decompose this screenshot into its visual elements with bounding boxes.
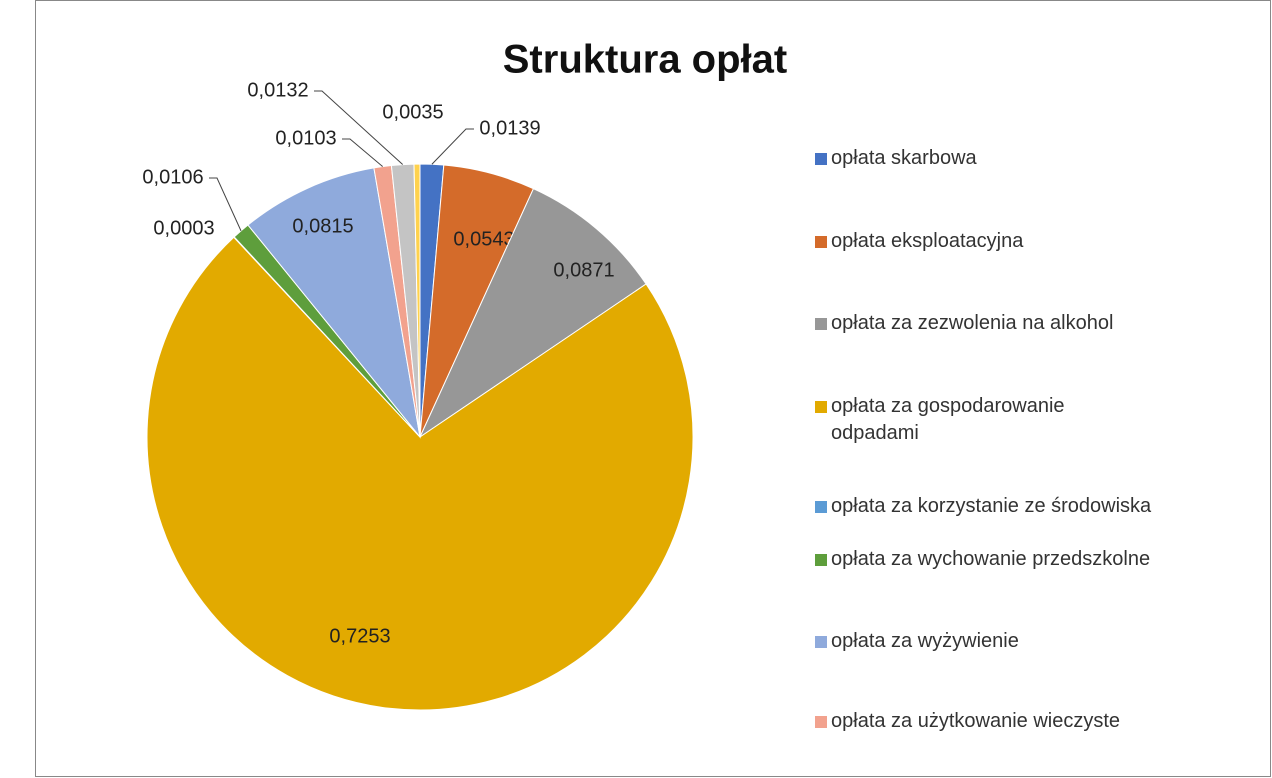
data-label: 0,7253 xyxy=(329,625,390,647)
pie-slice xyxy=(146,236,694,711)
legend-label: opłata za użytkowanie wieczyste xyxy=(831,710,1121,732)
legend-label: opłata eksploatacyjna xyxy=(831,230,1024,252)
legend-item: opłata za wyżywienie xyxy=(815,628,1265,655)
pie-slice xyxy=(418,188,647,439)
legend-swatch xyxy=(815,401,827,413)
leader-line xyxy=(314,90,404,165)
legend-swatch xyxy=(815,236,827,248)
legend-swatch xyxy=(815,501,827,513)
legend-item: opłata za użytkowanie wieczyste xyxy=(815,708,1155,735)
pie-slice xyxy=(413,163,421,438)
data-label: 0,0139 xyxy=(479,117,540,139)
legend-item: opłata za korzystanie ze środowiska xyxy=(815,493,1265,520)
legend-item: opłata za wychowanie przedszkolne xyxy=(815,546,1155,573)
data-label: 0,0106 xyxy=(142,166,203,188)
leader-line xyxy=(342,138,383,167)
legend-swatch xyxy=(815,636,827,648)
legend-item: opłata skarbowa xyxy=(815,145,1265,172)
legend-label: opłata za korzystanie ze środowiska xyxy=(831,495,1152,517)
legend-swatch xyxy=(815,318,827,330)
data-label: 0,0003 xyxy=(153,217,214,239)
data-label: 0,0132 xyxy=(247,79,308,101)
legend-label: opłata za wyżywienie xyxy=(831,630,1019,652)
legend-item: opłata za gospodarowanie odpadami xyxy=(815,393,1155,447)
legend-swatch xyxy=(815,716,827,728)
legend-swatch xyxy=(815,554,827,566)
legend-swatch xyxy=(815,153,827,165)
pie-slice xyxy=(247,167,421,439)
data-label: 0,0035 xyxy=(382,101,443,123)
legend-label: opłata za zezwolenia na alkohol xyxy=(831,312,1114,334)
leader-line xyxy=(209,177,242,232)
data-label: 0,0815 xyxy=(292,215,353,237)
legend-item: opłata za zezwolenia na alkohol xyxy=(815,310,1155,337)
legend-label: opłata za gospodarowanie odpadami xyxy=(831,395,1065,444)
data-label: 0,0103 xyxy=(275,127,336,149)
leader-line xyxy=(431,128,474,165)
legend-label: opłata skarbowa xyxy=(831,147,977,169)
legend-label: opłata za wychowanie przedszkolne xyxy=(831,548,1151,570)
chart-title: Struktura opłat xyxy=(503,38,787,82)
data-label: 0,0543 xyxy=(453,228,514,250)
data-label: 0,0871 xyxy=(553,259,614,281)
legend-item: opłata eksploatacyjna xyxy=(815,228,1265,255)
